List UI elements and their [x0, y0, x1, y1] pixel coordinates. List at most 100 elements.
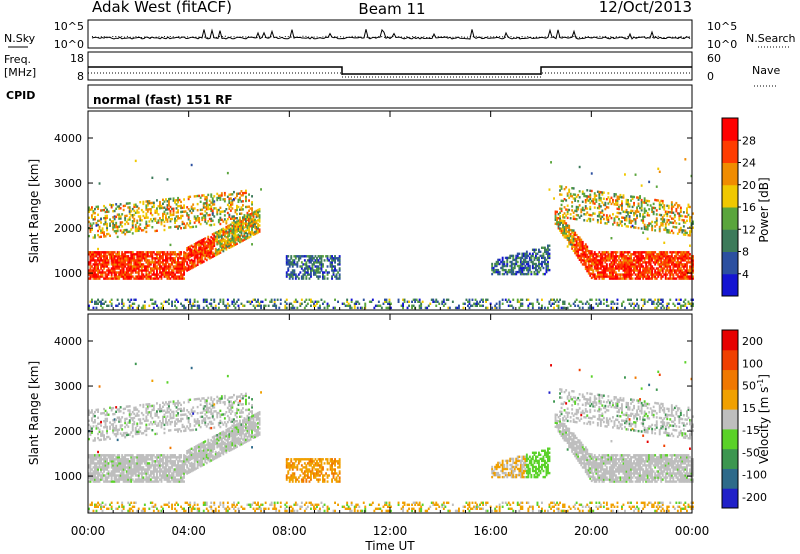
power-cell [634, 173, 637, 176]
power-cell [575, 252, 578, 255]
power-cell [536, 270, 539, 274]
power-cell [651, 220, 654, 224]
power-cell [643, 300, 646, 303]
power-cell [122, 257, 125, 260]
power-cell [660, 306, 663, 310]
power-cell [627, 199, 629, 202]
power-cell [666, 220, 669, 224]
power-cell [563, 187, 566, 191]
power-cell [219, 222, 222, 226]
power-cell [255, 219, 258, 223]
power-cell [565, 230, 568, 233]
power-cell [121, 300, 124, 303]
power-cell [580, 260, 583, 264]
power-cell [519, 260, 522, 264]
power-cell [593, 273, 596, 276]
power-cell [690, 271, 693, 274]
power-cell [655, 255, 658, 258]
power-cell [500, 266, 503, 270]
power-cell [163, 200, 166, 203]
power-cell [100, 259, 102, 262]
power-cell [202, 238, 205, 241]
power-cell [107, 263, 110, 266]
power-cell [254, 224, 256, 228]
power-cell [162, 202, 164, 205]
power-cell [612, 255, 614, 258]
power-cell [113, 275, 116, 278]
power-cell [222, 229, 225, 232]
power-cell [205, 208, 208, 211]
power-cell [643, 302, 646, 305]
velocity-cell [98, 466, 101, 469]
power-cell [251, 209, 253, 212]
power-cell [655, 199, 658, 202]
power-cell [201, 257, 204, 260]
power-cell [143, 306, 146, 310]
power-cell [140, 257, 143, 260]
power-cell [556, 304, 558, 307]
power-cell [98, 235, 101, 239]
power-cell [541, 256, 543, 260]
power-cell [592, 271, 595, 274]
power-cell [285, 271, 288, 274]
power-cell [287, 269, 290, 272]
power-cell [605, 304, 608, 307]
power-cell [124, 222, 127, 226]
power-cell [630, 267, 632, 270]
power-cell [577, 208, 580, 211]
velocity-cell [101, 474, 104, 477]
power-cell [171, 269, 173, 272]
power-cell [317, 271, 320, 274]
power-cell [661, 216, 664, 219]
power-cell [134, 205, 137, 208]
power-cell [681, 257, 684, 260]
power-cell [504, 270, 507, 274]
power-cell [110, 275, 113, 278]
velocity-cell [94, 410, 96, 414]
power-cell [202, 244, 205, 247]
power-cell [320, 255, 323, 258]
velocity-cell [88, 509, 90, 513]
power-cell [497, 268, 500, 272]
power-cell [246, 236, 249, 240]
velocity-cell [95, 454, 98, 457]
power-cell [106, 275, 108, 278]
velocity-cell [107, 435, 110, 439]
power-cell [512, 256, 515, 260]
power-cell [547, 250, 549, 253]
power-cell [116, 225, 119, 229]
power-cell [533, 270, 536, 274]
velocity-cell [97, 472, 99, 475]
velocity-cell [89, 427, 92, 430]
power-cell [118, 255, 121, 258]
power-cell [660, 302, 663, 305]
power-cell [219, 235, 222, 238]
power-cell [217, 194, 220, 197]
power-cell [631, 261, 634, 264]
power-cell [131, 302, 134, 305]
power-cell [599, 259, 602, 262]
power-cell [589, 264, 592, 267]
power-cell [344, 304, 347, 307]
velocity-cell [101, 505, 104, 508]
power-cell [142, 255, 145, 258]
freq-tick-top: 18 [70, 52, 84, 65]
power-cell [157, 253, 160, 256]
velocity-cell [91, 456, 93, 459]
power-cell [163, 224, 166, 228]
power-cell [633, 203, 635, 207]
power-cell [124, 233, 127, 236]
power-cell [183, 226, 185, 230]
power-cell [535, 254, 537, 258]
power-cell [217, 208, 220, 212]
power-cell [492, 270, 495, 274]
power-cell [675, 269, 678, 272]
power-cell [651, 208, 654, 211]
power-cell [646, 275, 649, 278]
power-cell [145, 273, 148, 276]
power-cell [159, 261, 161, 264]
power-cell [544, 272, 546, 276]
power-cell [156, 253, 158, 256]
power-cell [625, 273, 628, 276]
power-cell [97, 223, 99, 227]
